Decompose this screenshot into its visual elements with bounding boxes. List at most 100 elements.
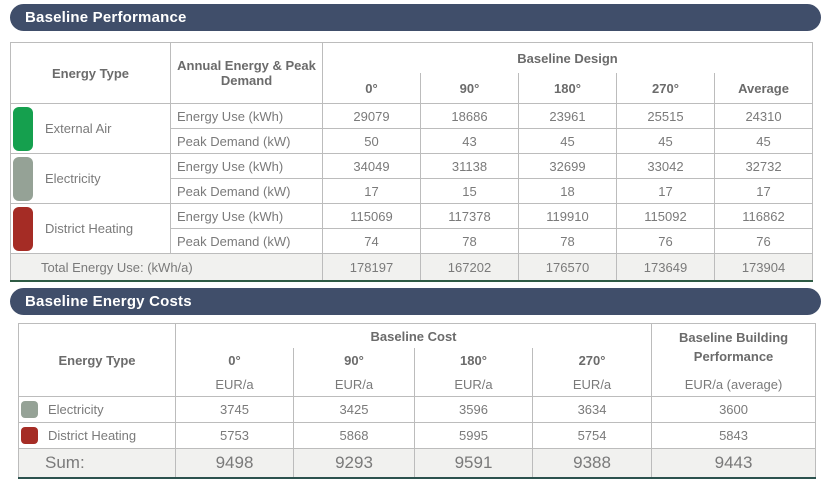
cost-cell: 5843: [651, 422, 817, 449]
unit-average-label: EUR/a (average): [651, 372, 817, 397]
energy-type-label: Electricity: [45, 171, 101, 186]
bbp-line2: Performance: [693, 349, 774, 364]
value-cell: 45: [713, 128, 814, 154]
sum-value: 9388: [531, 448, 653, 479]
col-header-90deg: 90°: [420, 72, 519, 104]
sum-value: 9293: [293, 448, 415, 479]
table-row: Peak Demand (kW) 17 15 18 17 17: [11, 178, 814, 204]
value-cell: 45: [616, 128, 715, 154]
baseline-performance-table: Energy Type Annual Energy & Peak Demand …: [10, 42, 814, 282]
cost-cell: 3745: [175, 396, 294, 423]
col-header-baseline-building-performance: Baseline Building Performance: [651, 323, 817, 372]
col-header-270deg: 270°: [616, 72, 715, 104]
unit-label: EUR/a: [175, 372, 294, 397]
electricity-swatch-icon: [13, 156, 33, 201]
col-header-270deg: 270°: [531, 347, 653, 372]
total-label: Total Energy Use: (kWh/a): [10, 253, 323, 282]
value-cell: 74: [322, 228, 421, 254]
col-header-energy-type: Energy Type: [18, 323, 176, 397]
table-row: Peak Demand (kW) 50 43 45 45 45: [11, 128, 814, 154]
section-header-baseline-energy-costs: Baseline Energy Costs: [10, 288, 821, 315]
value-cell: 15: [420, 178, 519, 204]
district-heating-swatch-icon: [13, 206, 33, 251]
value-cell: 50: [322, 128, 421, 154]
table-row: Electricity Energy Use (kWh) 34049 31138…: [10, 153, 814, 204]
cost-cell: 5868: [293, 422, 415, 449]
electricity-swatch-icon: [21, 401, 38, 418]
metric-label: Peak Demand (kW): [170, 228, 323, 254]
value-cell: 33042: [616, 153, 715, 179]
value-cell: 24310: [713, 103, 814, 129]
col-header-180deg: 180°: [518, 72, 617, 104]
value-cell: 34049: [322, 153, 421, 179]
baseline-energy-costs-table: Energy Type Baseline Cost Baseline Build…: [18, 323, 817, 479]
col-header-180deg: 180°: [414, 347, 533, 372]
value-cell: 78: [420, 228, 519, 254]
section-title: Baseline Energy Costs: [25, 293, 192, 310]
table-row: External Air Energy Use (kWh) 29079 1868…: [10, 103, 814, 154]
table-row: District Heating 5753 5868 5995 5754 584…: [18, 422, 817, 449]
sum-value: 9443: [651, 448, 817, 479]
table-row: District Heating Energy Use (kWh) 115069…: [10, 203, 814, 254]
value-cell: 32699: [518, 153, 617, 179]
sum-value: 9498: [175, 448, 294, 479]
energy-type-label: District Heating: [45, 221, 134, 236]
table-row: Peak Demand (kW) 74 78 78 76 76: [11, 228, 814, 254]
unit-label: EUR/a: [293, 372, 415, 397]
value-cell: 17: [616, 178, 715, 204]
cost-cell: 3596: [414, 396, 533, 423]
value-cell: 23961: [518, 103, 617, 129]
value-cell: 29079: [322, 103, 421, 129]
sum-label: Sum:: [18, 448, 176, 479]
section-title: Baseline Performance: [25, 9, 187, 26]
energy-type-label: Electricity: [48, 402, 104, 417]
col-header-energy-type: Energy Type: [10, 42, 171, 104]
value-cell: 78: [518, 228, 617, 254]
col-header-0deg: 0°: [175, 347, 294, 372]
metric-label: Peak Demand (kW): [170, 178, 323, 204]
value-cell: 25515: [616, 103, 715, 129]
cost-cell: 3600: [651, 396, 817, 423]
sum-row: Sum: 9498 9293 9591 9388 9443: [18, 448, 817, 479]
value-cell: 17: [322, 178, 421, 204]
value-cell: 115069: [322, 203, 421, 229]
district-heating-swatch-icon: [21, 427, 38, 444]
value-cell: 115092: [616, 203, 715, 229]
cost-cell: 3425: [293, 396, 415, 423]
col-header-annual-energy-peak: Annual Energy & Peak Demand: [170, 42, 323, 104]
value-cell: 76: [713, 228, 814, 254]
metric-label: Peak Demand (kW): [170, 128, 323, 154]
col-header-0deg: 0°: [322, 72, 421, 104]
cost-cell: 5754: [531, 422, 653, 449]
value-cell: 76: [616, 228, 715, 254]
unit-label: EUR/a: [414, 372, 533, 397]
total-value: 178197: [322, 253, 421, 282]
total-value: 167202: [420, 253, 519, 282]
total-value: 173649: [616, 253, 715, 282]
unit-label: EUR/a: [531, 372, 653, 397]
metric-label: Energy Use (kWh): [170, 103, 323, 129]
sum-value: 9591: [414, 448, 533, 479]
external-air-swatch-icon: [13, 106, 33, 151]
total-energy-row: Total Energy Use: (kWh/a) 178197 167202 …: [10, 253, 814, 282]
section-header-baseline-performance: Baseline Performance: [10, 4, 821, 31]
bbp-line1: Baseline Building: [679, 330, 789, 346]
energy-type-label: District Heating: [48, 428, 137, 443]
value-cell: 32732: [713, 153, 814, 179]
cost-cell: 5753: [175, 422, 294, 449]
col-header-90deg: 90°: [293, 347, 415, 372]
metric-label: Energy Use (kWh): [170, 203, 323, 229]
value-cell: 18: [518, 178, 617, 204]
energy-type-label: External Air: [45, 121, 112, 136]
value-cell: 117378: [420, 203, 519, 229]
value-cell: 116862: [713, 203, 814, 229]
value-cell: 31138: [420, 153, 519, 179]
metric-label: Energy Use (kWh): [170, 153, 323, 179]
cost-cell: 3634: [531, 396, 653, 423]
table-row: Electricity 3745 3425 3596 3634 3600: [18, 396, 817, 423]
total-value: 173904: [713, 253, 814, 282]
col-group-baseline-design: Baseline Design: [321, 42, 814, 73]
col-header-average: Average: [713, 72, 814, 104]
value-cell: 43: [420, 128, 519, 154]
total-value: 176570: [518, 253, 617, 282]
